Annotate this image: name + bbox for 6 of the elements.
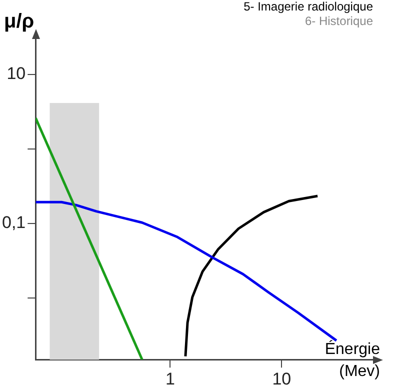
chart-title: 5- Imagerie radiologique [244,0,374,14]
x-axis-title: Énergie (Mev) [324,340,380,380]
chart-subtitle: 6- Historique [304,14,374,28]
x-tick-label: 1 [165,369,175,388]
y-axis-title: μ/ρ [4,10,34,33]
y-tick-label: 0,1 [2,213,26,232]
